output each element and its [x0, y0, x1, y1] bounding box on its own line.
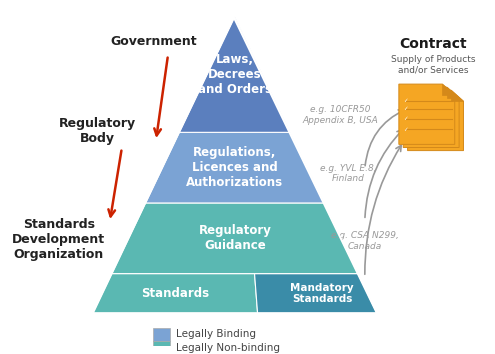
- Polygon shape: [407, 90, 463, 150]
- Text: ✓: ✓: [403, 116, 407, 121]
- Text: e.g. 10CFR50
Appendix B, USA: e.g. 10CFR50 Appendix B, USA: [302, 105, 378, 125]
- Polygon shape: [399, 84, 455, 144]
- Text: ✓: ✓: [403, 106, 407, 111]
- Polygon shape: [93, 274, 257, 313]
- Text: ✓: ✓: [403, 127, 407, 132]
- Polygon shape: [180, 17, 290, 132]
- Text: Contract: Contract: [399, 38, 467, 51]
- Text: Government: Government: [110, 35, 197, 47]
- Polygon shape: [443, 84, 455, 95]
- Text: Standards
Development
Organization: Standards Development Organization: [12, 218, 105, 261]
- Polygon shape: [254, 274, 377, 313]
- Text: e.g. YVL E.8,
Finland: e.g. YVL E.8, Finland: [319, 164, 376, 183]
- Polygon shape: [451, 90, 463, 101]
- Text: e.g. CSA N299,
Canada: e.g. CSA N299, Canada: [331, 231, 399, 251]
- Polygon shape: [403, 87, 459, 148]
- Text: ✓: ✓: [403, 98, 407, 103]
- Text: Regulatory
Guidance: Regulatory Guidance: [198, 224, 271, 252]
- Text: Regulatory
Body: Regulatory Body: [59, 116, 136, 144]
- Text: Legally Binding: Legally Binding: [176, 329, 256, 339]
- Text: Legally Non-binding: Legally Non-binding: [176, 343, 280, 353]
- Text: Regulations,
Licences and
Authorizations: Regulations, Licences and Authorizations: [186, 146, 284, 189]
- Text: Laws,
Decrees
and Orders: Laws, Decrees and Orders: [198, 53, 272, 96]
- Text: Mandatory
Standards: Mandatory Standards: [291, 282, 354, 304]
- Polygon shape: [447, 87, 459, 98]
- FancyBboxPatch shape: [153, 342, 170, 354]
- Polygon shape: [146, 132, 324, 203]
- Text: Standards: Standards: [141, 287, 209, 300]
- FancyBboxPatch shape: [153, 328, 170, 341]
- Text: Supply of Products
and/or Services: Supply of Products and/or Services: [391, 56, 475, 75]
- Polygon shape: [112, 203, 358, 274]
